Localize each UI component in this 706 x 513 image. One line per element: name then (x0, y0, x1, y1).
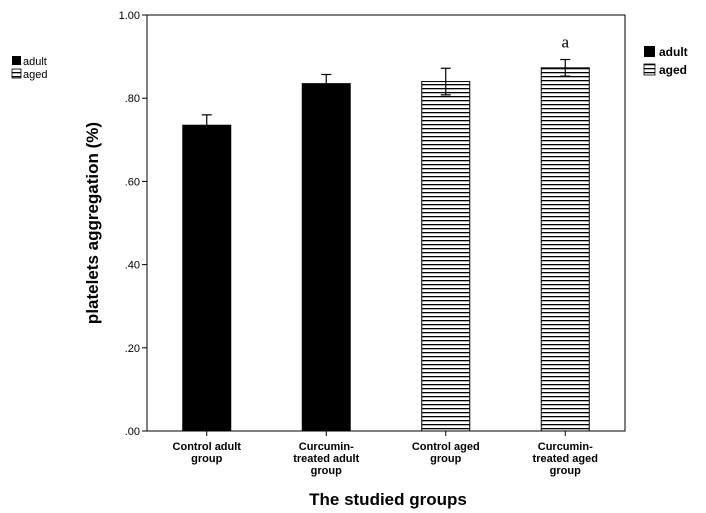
category-label: group (430, 453, 461, 465)
category-label: treated aged (533, 453, 598, 465)
y-tick-label: .40 (125, 260, 140, 272)
y-tick-label: .20 (125, 343, 140, 355)
legend-left-label-aged: aged (23, 69, 47, 81)
category-label: treated adult (293, 453, 359, 465)
bars: a (182, 33, 590, 432)
y-tick-label: 1.00 (119, 10, 140, 22)
category-label: group (550, 465, 581, 477)
y-axis-title: platelets aggregation (%) (83, 122, 102, 324)
bar-3 (421, 81, 471, 432)
y-tick-label: .80 (125, 93, 140, 105)
category-label: Control adult (173, 441, 242, 453)
category-label: Curcumin- (538, 441, 593, 453)
bar-2 (301, 83, 351, 432)
legend-left-swatch-adult (12, 56, 21, 65)
legend-right: adult aged (643, 45, 688, 77)
bar-1 (182, 124, 232, 432)
category-label: Control aged (412, 441, 480, 453)
y-axis-ticks: .00 .20 .40 .60 .80 1.00 (119, 10, 147, 438)
bar-annotation: a (561, 33, 569, 52)
bar-4 (540, 67, 590, 432)
x-axis-title: The studied groups (309, 490, 467, 509)
category-label: group (191, 453, 222, 465)
legend-right-swatch-adult (644, 46, 655, 57)
legend-left: adult aged (11, 56, 47, 81)
legend-right-label-aged: aged (659, 63, 687, 77)
y-tick-label: .60 (125, 176, 140, 188)
y-tick-label: .00 (125, 426, 140, 438)
category-label: Curcumin- (299, 441, 354, 453)
legend-left-swatch-aged (11, 68, 22, 79)
legend-right-swatch-aged (643, 63, 656, 76)
legend-right-label-adult: adult (659, 45, 688, 59)
category-label: group (311, 465, 342, 477)
legend-left-label-adult: adult (23, 56, 47, 68)
